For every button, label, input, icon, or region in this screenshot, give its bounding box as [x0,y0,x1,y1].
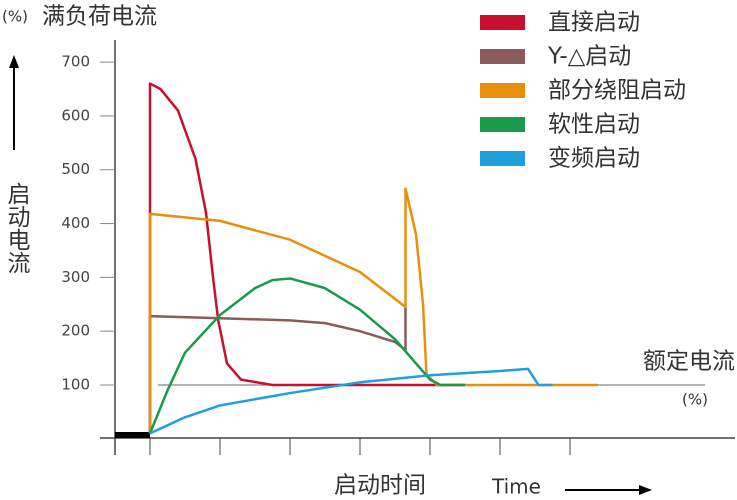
x-label: 启动时间 [334,473,426,499]
y-tick-label: 300 [61,268,90,286]
y-tick-label: 100 [61,375,90,393]
legend-label: 软性启动 [548,112,640,138]
legend-swatch [480,117,525,132]
legend-label: 直接启动 [548,10,640,36]
y-tick-label: 200 [61,322,90,340]
series-line [148,306,407,434]
y-unit: (%) [2,8,28,26]
y-tick-label: 600 [61,106,90,124]
legend-label: 部分绕阻启动 [548,78,686,104]
x-arrow-head [639,485,652,495]
y-arrow-head [9,55,19,68]
series-line [148,277,465,434]
y-tick-label: 400 [61,214,90,232]
legend-label: 变频启动 [548,146,640,172]
y-tick-label: 500 [61,160,90,178]
legend-swatch [480,151,525,166]
y-label: 启动电流 [3,182,31,274]
series-line [148,82,465,434]
legend-swatch [480,83,525,98]
reference-unit: (%) [682,391,708,409]
x-unit: Time [491,475,541,499]
chart-title: 满负荷电流 [42,4,157,30]
legend-swatch [480,49,525,64]
legend-label: Y-△启动 [547,44,631,70]
legend-swatch [480,15,525,30]
y-tick-label: 700 [61,53,90,71]
reference-label: 额定电流 [643,349,735,375]
series-line [149,367,553,435]
